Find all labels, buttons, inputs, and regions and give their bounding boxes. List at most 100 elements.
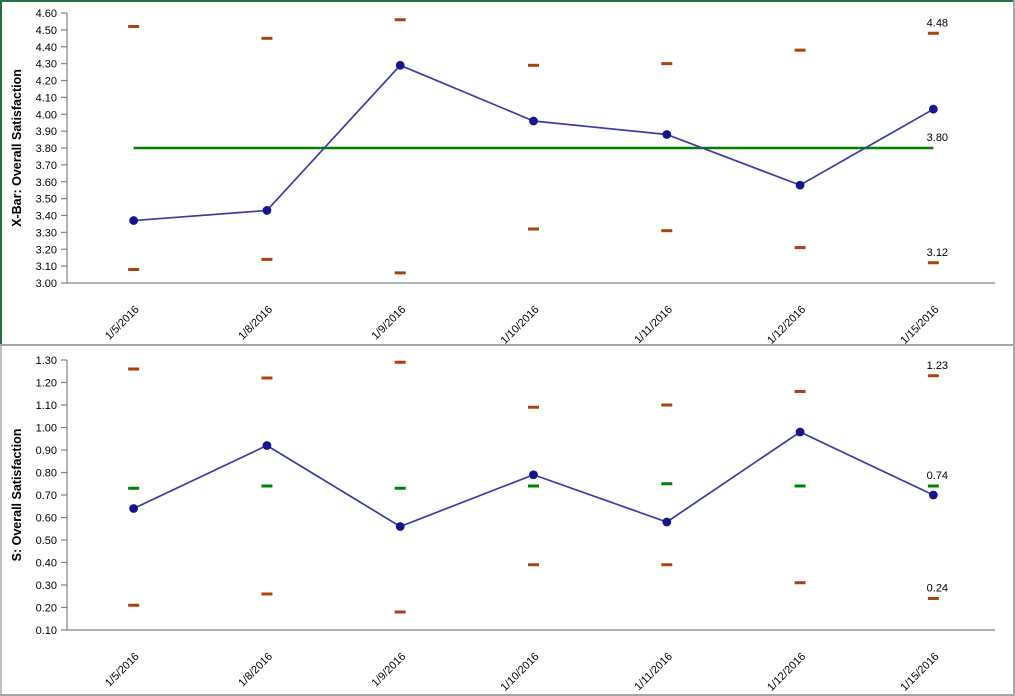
y-tick-label: 3.40 <box>36 211 57 223</box>
ucl-dash <box>528 63 539 67</box>
lcl-dash <box>661 563 673 567</box>
y-tick-label: 0.40 <box>36 558 57 570</box>
x-axis-date-label: 1/11/2016 <box>632 651 675 694</box>
y-tick-label: 4.00 <box>36 109 57 121</box>
x-axis-date-label: 1/10/2016 <box>499 651 542 694</box>
ucl-dash <box>261 376 273 380</box>
y-tick-label: 3.30 <box>36 227 57 239</box>
panel-border-right <box>1013 0 1015 696</box>
data-point-marker[interactable] <box>262 206 272 215</box>
y-tick-label: 0.30 <box>36 580 57 592</box>
s-axis-title: S: Overall Satisfaction <box>10 429 24 562</box>
y-tick-label: 0.50 <box>36 535 57 547</box>
lcl-dash <box>794 246 806 250</box>
y-tick-label: 4.20 <box>36 76 57 88</box>
y-tick-label: 4.30 <box>36 59 57 71</box>
x-axis-date-label: 1/12/2016 <box>765 304 808 346</box>
lcl-dash <box>128 268 140 271</box>
x-axis-date-label: 1/9/2016 <box>370 304 409 343</box>
y-tick-label: 3.60 <box>36 177 57 189</box>
x-axis-date-label: 1/8/2016 <box>236 304 275 343</box>
data-point-marker[interactable] <box>129 504 139 513</box>
y-tick-label: 0.20 <box>36 603 57 615</box>
lcl-dash <box>528 563 539 567</box>
panel-border-top <box>0 0 1015 2</box>
series-line <box>133 64 934 222</box>
y-tick-label: 3.00 <box>36 278 57 290</box>
x-axis-date-label: 1/11/2016 <box>632 304 675 346</box>
panel-separator <box>0 344 1015 346</box>
lcl-dash <box>794 581 806 585</box>
data-point-marker[interactable] <box>795 180 805 190</box>
x-axis-date-label: 1/10/2016 <box>499 304 542 346</box>
data-point-marker[interactable] <box>529 470 538 480</box>
s-chart-panel[interactable]: S: Overall Satisfaction 0.10 0.20 0.30 0.40… <box>0 346 1015 696</box>
data-point-marker[interactable] <box>262 441 272 450</box>
y-tick-label: 1.30 <box>36 355 57 367</box>
ucl-dash <box>794 48 806 52</box>
ucl-dash <box>927 31 939 35</box>
limit-value-label: 0.74 <box>927 470 948 482</box>
lcl-dash <box>528 227 539 231</box>
y-tick-label: 3.70 <box>36 160 57 172</box>
ucl-dash <box>128 367 140 371</box>
ucl-dash <box>128 25 140 28</box>
x-axis-date-label: 1/8/2016 <box>236 651 275 690</box>
data-point-marker[interactable] <box>662 130 672 139</box>
ucl-dash <box>261 36 273 40</box>
center-dash <box>261 484 273 488</box>
lcl-dash <box>128 603 140 607</box>
data-point-marker[interactable] <box>795 427 805 437</box>
lcl-dash <box>261 592 273 596</box>
xbar-axis-title: X-Bar: Overall Satisfaction <box>10 69 24 227</box>
data-point-marker[interactable] <box>395 60 405 70</box>
lcl-dash <box>394 610 406 614</box>
ucl-dash <box>661 403 673 407</box>
ucl-dash <box>794 390 806 393</box>
ucl-dash <box>528 405 539 409</box>
y-tick-label: 4.50 <box>36 25 57 37</box>
data-point-marker[interactable] <box>662 517 672 527</box>
y-tick-label: 1.10 <box>36 400 57 412</box>
y-tick-label: 3.80 <box>36 143 57 155</box>
lcl-dash <box>261 257 273 261</box>
y-tick-label: 1.20 <box>36 378 57 390</box>
x-axis-date-label: 1/15/2016 <box>898 651 941 694</box>
limit-value-label: 0.24 <box>927 583 948 595</box>
ucl-dash <box>394 18 406 22</box>
y-tick-label: 0.60 <box>36 513 57 525</box>
ucl-dash <box>661 62 673 66</box>
data-point-marker[interactable] <box>928 104 938 114</box>
data-point-marker[interactable] <box>129 216 139 225</box>
lcl-dash <box>927 261 939 265</box>
data-point-marker[interactable] <box>395 522 405 531</box>
y-tick-label: 3.20 <box>36 244 57 256</box>
data-point-marker[interactable] <box>529 116 538 126</box>
y-tick-label: 4.10 <box>36 92 57 104</box>
center-dash <box>927 484 939 488</box>
center-dash <box>528 484 539 488</box>
limit-value-label: 1.23 <box>927 360 948 372</box>
center-dash <box>794 484 806 488</box>
lcl-dash <box>394 271 406 275</box>
center-dash <box>661 482 673 486</box>
y-tick-label: 4.40 <box>36 42 57 54</box>
x-axis-date-label: 1/5/2016 <box>103 304 142 343</box>
y-tick-label: 0.10 <box>36 625 57 637</box>
x-axis-date-label: 1/9/2016 <box>370 651 409 690</box>
y-tick-label: 3.10 <box>36 261 57 273</box>
limit-value-label: 3.80 <box>927 132 948 144</box>
y-tick-label: 3.90 <box>36 126 57 138</box>
panel-border-bottom <box>0 694 1015 696</box>
y-tick-label: 0.70 <box>36 490 57 502</box>
y-tick-label: 1.00 <box>36 423 57 435</box>
x-axis-date-label: 1/12/2016 <box>765 651 808 694</box>
x-axis-date-label: 1/15/2016 <box>898 304 941 346</box>
data-point-marker[interactable] <box>928 490 938 500</box>
lcl-dash <box>661 229 673 233</box>
ucl-dash <box>927 374 939 378</box>
xbar-chart-panel[interactable]: X-Bar: Overall Satisfaction 3.00 3.10 3.20… <box>0 0 1015 346</box>
panel-border-left-green <box>0 0 2 345</box>
series-line <box>133 431 934 528</box>
